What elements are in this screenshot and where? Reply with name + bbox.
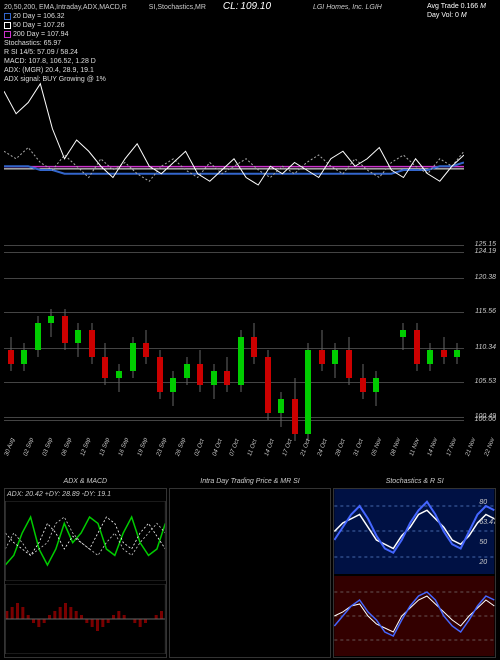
svg-text:80: 80 (480, 499, 488, 506)
stochastics-panel: Stochastics & R SI 8063.475020 (333, 488, 496, 658)
x-axis: 30 Aug02 Sep03 Sep06 Sep12 Sep13 Sep16 S… (4, 455, 464, 475)
panel-title: Intra Day Trading Price & MR SI (170, 478, 331, 485)
company: LGI Homes, Inc. LGIH (313, 4, 382, 11)
panel-title: Stochastics & R SI (334, 478, 495, 485)
day-vol: Day Vol: 0 (427, 12, 459, 19)
svg-text:63.47: 63.47 (480, 519, 495, 526)
header-right: Avg Trade 0.166 M Day Vol: 0 M (427, 2, 486, 20)
ema-title: 20,50,200, EMA,Intraday,ADX,MACD,R (4, 4, 127, 11)
si-stoch: SI,Stochastics,MR (149, 4, 206, 11)
candlestick-chart: 125.15124.19120.38115.56110.34105.53100.… (4, 225, 464, 455)
panel-title: ADX & MACD (5, 478, 166, 485)
chart-header: 20,50,200, EMA,Intraday,ADX,MACD,R SI,St… (4, 2, 496, 64)
upper-ma-chart (4, 65, 464, 215)
svg-text:20: 20 (479, 559, 488, 566)
svg-text:50: 50 (480, 539, 488, 546)
day-vol-unit: M (461, 12, 467, 19)
adx-macd-panel: ADX & MACD ADX: 20.42 +DY: 28.89 -DY: 19… (4, 488, 167, 658)
cl-label: CL: (223, 1, 239, 12)
lower-panels: ADX & MACD ADX: 20.42 +DY: 28.89 -DY: 19… (4, 488, 496, 658)
avg-trade: Avg Trade 0.166 (427, 3, 478, 10)
cl-value: 109.10 (240, 1, 271, 12)
avg-unit: M (480, 3, 486, 10)
intraday-panel: Intra Day Trading Price & MR SI (169, 488, 332, 658)
adx-text: ADX: 20.42 +DY: 28.89 -DY: 19.1 (7, 491, 111, 498)
